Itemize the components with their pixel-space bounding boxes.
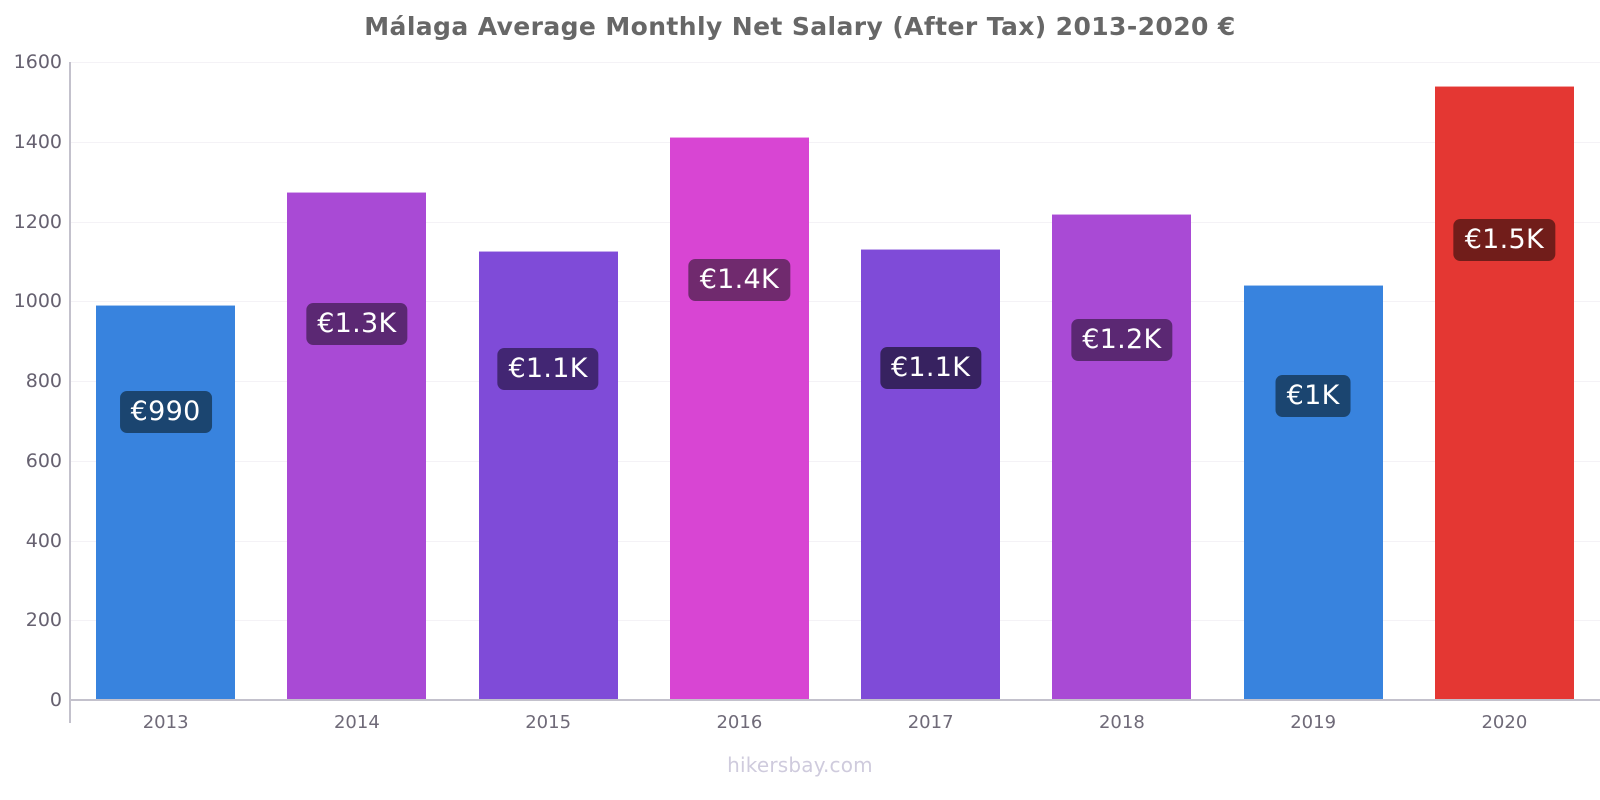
x-axis-tick-label: 2013 xyxy=(142,712,189,733)
gridline xyxy=(70,62,1600,63)
bar-value-label: €1.1K xyxy=(879,346,982,389)
x-axis-tick-label: 2016 xyxy=(716,712,763,733)
y-axis-tick-label: 1600 xyxy=(13,51,62,73)
y-axis-tick-label: 600 xyxy=(25,449,62,472)
plot-area: €990 €1.3K €1.1K €1.4K €1.1K €1.2K €1K €1.5K xyxy=(70,62,1600,701)
x-axis-tick-label: 2019 xyxy=(1290,712,1337,733)
x-axis-tick-label: 2020 xyxy=(1481,712,1528,733)
bar-value-label: €1.4K xyxy=(688,259,791,302)
bar[interactable]: €1.2K xyxy=(1052,213,1192,700)
y-axis-tick-label: 800 xyxy=(25,370,62,392)
bar-value-label: €1.2K xyxy=(1071,319,1173,362)
x-axis-tick-label: 2017 xyxy=(907,712,954,733)
gridline xyxy=(70,460,1600,462)
gridline xyxy=(70,221,1600,223)
bar[interactable]: €1K xyxy=(1243,284,1383,700)
gridline xyxy=(70,540,1600,542)
x-axis-tick-label: 2018 xyxy=(1098,712,1145,733)
gridline xyxy=(70,141,1600,143)
bar-value-label: €1K xyxy=(1275,375,1351,418)
bar[interactable]: €1.4K xyxy=(669,136,809,700)
y-axis-tick-label: 1400 xyxy=(13,130,62,153)
bar-value-label: €990 xyxy=(119,391,212,434)
bar[interactable]: €1.5K xyxy=(1434,85,1574,700)
y-axis-tick-label: 1200 xyxy=(13,210,62,233)
bar[interactable]: €1.1K xyxy=(861,249,1001,700)
y-axis-line xyxy=(69,62,71,704)
bar[interactable]: €990 xyxy=(96,305,236,700)
y-axis-tick-label: 400 xyxy=(25,529,62,552)
x-axis-tick-label: 2014 xyxy=(333,712,380,733)
bar-value-label: €1.1K xyxy=(497,348,599,391)
gridline xyxy=(70,381,1600,382)
y-axis-tick-label: 1000 xyxy=(13,290,62,313)
gridline xyxy=(70,620,1600,622)
gridline xyxy=(70,301,1600,303)
y-axis-tick-label: 0 xyxy=(49,689,62,711)
y-axis-tick-label: 200 xyxy=(25,609,62,632)
x-axis-line xyxy=(70,699,1600,701)
bar[interactable]: €1.1K xyxy=(478,250,618,700)
chart-title: Málaga Average Monthly Net Salary (After… xyxy=(364,12,1236,41)
bar[interactable]: €1.3K xyxy=(287,192,427,700)
watermark: hikersbay.com xyxy=(727,753,873,777)
bar-value-label: €1.5K xyxy=(1453,218,1556,261)
y-axis-tail xyxy=(69,701,71,723)
x-axis-tick-label: 2015 xyxy=(525,712,572,733)
bar-value-label: €1.3K xyxy=(306,302,408,345)
